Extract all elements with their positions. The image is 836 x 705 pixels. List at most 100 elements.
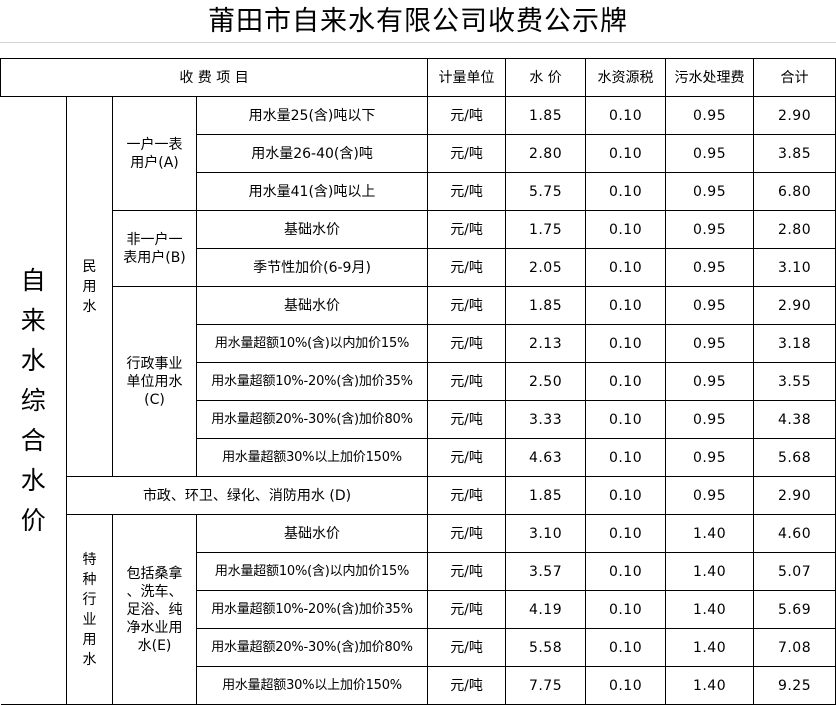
unit-cell: 元/吨: [427, 134, 507, 173]
unit-cell: 元/吨: [427, 96, 507, 135]
price-cell: 2.80: [505, 134, 587, 173]
total-cell: 6.80: [753, 172, 836, 211]
unit-cell: 元/吨: [427, 210, 507, 249]
sewage-cell: 0.95: [665, 400, 755, 439]
tax-cell: 0.10: [585, 476, 667, 515]
fee-table: 收 费 项 目 计量单位 水 价 水资源税 污水处理费 合计 自 来 水 综 合…: [0, 58, 836, 705]
total-cell: 4.38: [753, 400, 836, 439]
tax-cell: 0.10: [585, 210, 667, 249]
unit-cell: 元/吨: [427, 590, 507, 629]
item-cell: 用水量超额10%(含)以内加价15%: [195, 552, 429, 591]
total-cell: 2.90: [753, 476, 836, 515]
label-c: 行政事业 单位用水 (C): [112, 286, 197, 477]
header-tax: 水资源税: [585, 58, 667, 97]
price-cell: 3.10: [505, 514, 587, 553]
item-cell: 用水量超额10%-20%(含)加价35%: [195, 362, 429, 401]
tax-cell: 0.10: [585, 438, 667, 477]
price-cell: 3.33: [505, 400, 587, 439]
label-minyong: 民 用 水: [66, 96, 113, 477]
unit-cell: 元/吨: [427, 248, 507, 287]
sewage-cell: 0.95: [665, 96, 755, 135]
tax-cell: 0.10: [585, 134, 667, 173]
table-row: 季节性加价(6-9月) 元/吨 2.05 0.10 0.95 3.10: [1, 248, 836, 287]
unit-cell: 元/吨: [427, 514, 507, 553]
total-cell: 3.85: [753, 134, 836, 173]
label-e: 包括桑拿 、洗车、 足浴、纯 净水业用 水(E): [112, 514, 197, 705]
table-row: 用水量41(含)吨以上 元/吨 5.75 0.10 0.95 6.80: [1, 172, 836, 211]
tax-cell: 0.10: [585, 552, 667, 591]
table-row: 用水量超额10%(含)以内加价15% 元/吨 3.57 0.10 1.40 5.…: [1, 552, 836, 591]
header-unit: 计量单位: [427, 58, 507, 97]
table-row: 用水量超额10%-20%(含)加价35% 元/吨 4.19 0.10 1.40 …: [1, 590, 836, 629]
total-cell: 2.80: [753, 210, 836, 249]
header-row: 收 费 项 目 计量单位 水 价 水资源税 污水处理费 合计: [0, 58, 836, 97]
label-main: 自 来 水 综 合 水 价: [0, 96, 67, 705]
item-cell: 基础水价: [195, 514, 429, 553]
table-row: 行政事业 单位用水 (C) 基础水价 元/吨 1.85 0.10 0.95 2.…: [1, 286, 836, 477]
total-cell: 7.08: [753, 628, 836, 667]
price-cell: 4.63: [505, 438, 587, 477]
item-cell: 基础水价: [195, 210, 429, 249]
tax-cell: 0.10: [585, 514, 667, 553]
sewage-cell: 1.40: [665, 514, 755, 553]
tax-cell: 0.10: [585, 96, 667, 135]
price-cell: 2.13: [505, 324, 587, 363]
price-cell: 7.75: [505, 666, 587, 705]
table-row: 用水量超额10%-20%(含)加价35% 元/吨 2.50 0.10 0.95 …: [1, 362, 836, 401]
header-item: 收 费 项 目: [0, 58, 429, 97]
sewage-cell: 1.40: [665, 552, 755, 591]
total-cell: 5.68: [753, 438, 836, 477]
sewage-cell: 0.95: [665, 248, 755, 287]
unit-cell: 元/吨: [427, 666, 507, 705]
total-cell: 5.69: [753, 590, 836, 629]
item-cell: 用水量25(含)吨以下: [195, 96, 429, 135]
sewage-cell: 1.40: [665, 666, 755, 705]
sewage-cell: 0.95: [665, 134, 755, 173]
item-cell: 基础水价: [195, 286, 429, 325]
sewage-cell: 0.95: [665, 210, 755, 249]
table-row: 特 种 行 业 用 水 包括桑拿 、洗车、 足浴、纯 净水业用 水(E) 基础水…: [1, 514, 836, 705]
header-sewage: 污水处理费: [665, 58, 755, 97]
label-d: 市政、环卫、绿化、消防用水 (D): [65, 476, 429, 515]
sewage-cell: 0.95: [665, 286, 755, 325]
item-cell: 用水量超额10%(含)以内加价15%: [195, 324, 429, 363]
price-cell: 1.85: [505, 476, 587, 515]
price-cell: 5.75: [505, 172, 587, 211]
table-row: 市政、环卫、绿化、消防用水 (D) 元/吨 1.85 0.10 0.95 2.9…: [1, 476, 836, 515]
total-cell: 5.07: [753, 552, 836, 591]
table-row: 用水量超额30%以上加价150% 元/吨 7.75 0.10 1.40 9.25: [1, 666, 836, 705]
price-cell: 5.58: [505, 628, 587, 667]
tax-cell: 0.10: [585, 666, 667, 705]
total-cell: 3.10: [753, 248, 836, 287]
price-cell: 1.85: [505, 96, 587, 135]
sewage-cell: 0.95: [665, 324, 755, 363]
header-price: 水 价: [505, 58, 587, 97]
title-divider: [0, 42, 836, 43]
sewage-cell: 0.95: [665, 476, 755, 515]
table-row: 用水量超额20%-30%(含)加价80% 元/吨 3.33 0.10 0.95 …: [1, 400, 836, 439]
table-row: 非一户一 表用户(B) 基础水价 元/吨 1.75 0.10 0.95 2.80: [1, 210, 836, 287]
label-a: 一户一表 用户(A): [112, 96, 197, 211]
tax-cell: 0.10: [585, 400, 667, 439]
price-cell: 1.75: [505, 210, 587, 249]
tax-cell: 0.10: [585, 172, 667, 211]
total-cell: 3.18: [753, 324, 836, 363]
header-total: 合计: [753, 58, 836, 97]
item-cell: 用水量26-40(含)吨: [195, 134, 429, 173]
sewage-cell: 0.95: [665, 438, 755, 477]
unit-cell: 元/吨: [427, 552, 507, 591]
unit-cell: 元/吨: [427, 286, 507, 325]
table-row: 自 来 水 综 合 水 价 民 用 水 一户一表 用户(A) 用水量25(含)吨…: [0, 96, 836, 705]
item-cell: 用水量超额30%以上加价150%: [195, 666, 429, 705]
table-row: 用水量超额20%-30%(含)加价80% 元/吨 5.58 0.10 1.40 …: [1, 628, 836, 667]
unit-cell: 元/吨: [427, 628, 507, 667]
item-cell: 用水量超额10%-20%(含)加价35%: [195, 590, 429, 629]
unit-cell: 元/吨: [427, 324, 507, 363]
tax-cell: 0.10: [585, 324, 667, 363]
price-cell: 3.57: [505, 552, 587, 591]
price-cell: 2.50: [505, 362, 587, 401]
price-cell: 1.85: [505, 286, 587, 325]
label-b: 非一户一 表用户(B): [112, 210, 197, 287]
unit-cell: 元/吨: [427, 172, 507, 211]
sewage-cell: 1.40: [665, 628, 755, 667]
